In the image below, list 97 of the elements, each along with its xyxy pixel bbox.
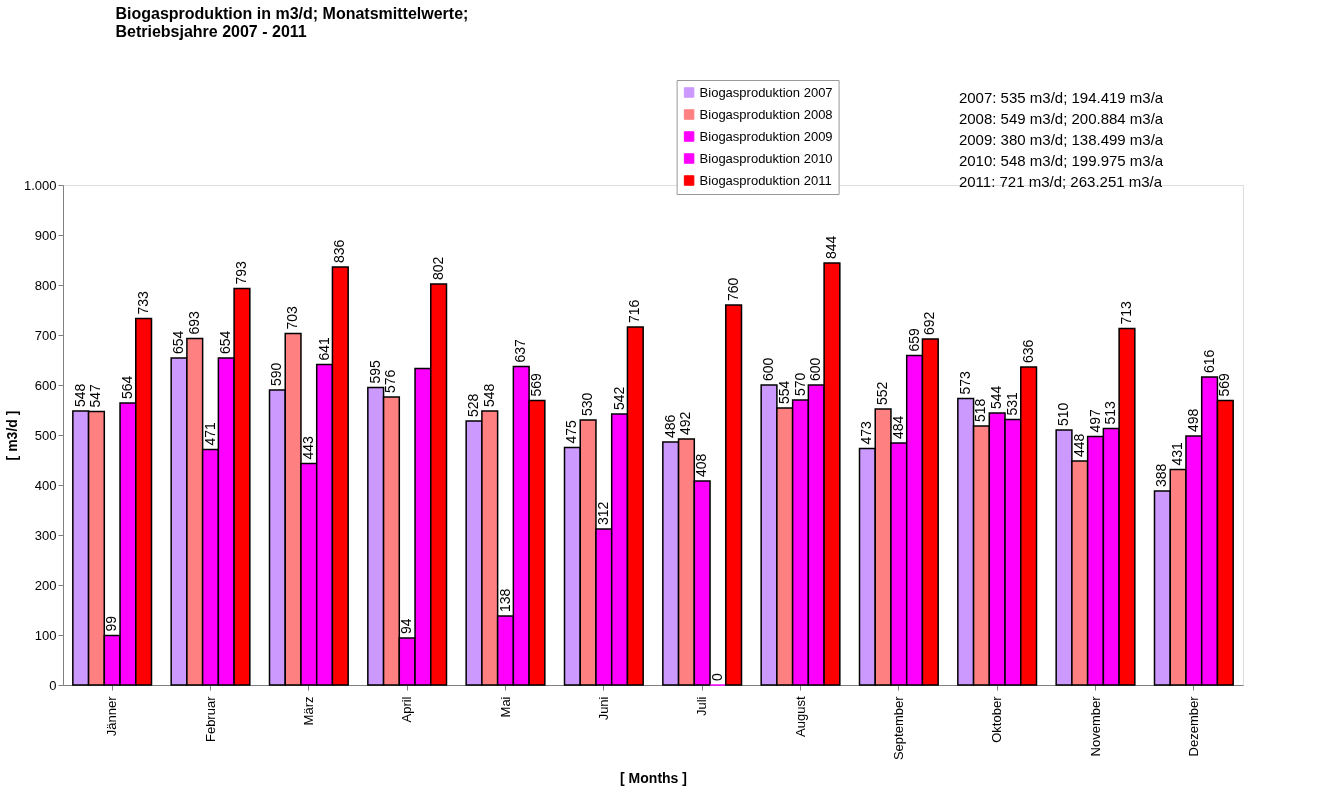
y-tick-label: 800 xyxy=(34,277,57,293)
data-label: 99 xyxy=(103,615,120,632)
data-label: 312 xyxy=(594,501,611,525)
data-label: 544 xyxy=(988,385,1005,409)
data-label: 138 xyxy=(496,588,513,612)
y-tick-label: 200 xyxy=(34,577,57,593)
data-label: 637 xyxy=(512,338,529,363)
legend-label: Biogasproduktion 2007 xyxy=(699,84,833,100)
data-label: 528 xyxy=(465,393,482,417)
data-label: 431 xyxy=(1169,441,1186,466)
data-label: 569 xyxy=(527,372,544,397)
y-tick-label: 500 xyxy=(34,427,57,443)
x-tick-label: Dezember xyxy=(1185,695,1201,757)
data-label: 547 xyxy=(87,383,104,408)
data-label: 475 xyxy=(563,419,580,444)
data-label: 654 xyxy=(217,330,234,354)
legend-label: Biogasproduktion 2008 xyxy=(699,106,833,122)
x-tick-label: August xyxy=(792,696,808,737)
data-label: 802 xyxy=(429,256,446,280)
data-label: 443 xyxy=(299,435,316,460)
x-tick-label: April xyxy=(399,696,415,723)
data-label: 570 xyxy=(791,372,808,396)
x-tick-label: Juli xyxy=(694,696,710,717)
data-label: 573 xyxy=(956,370,973,395)
data-label: 497 xyxy=(1086,408,1103,433)
y-tick-label: 600 xyxy=(34,377,57,393)
data-label: 844 xyxy=(822,235,839,259)
data-label: 554 xyxy=(775,380,792,404)
x-axis-title: [ Months ] xyxy=(620,770,687,787)
data-label: 636 xyxy=(1019,339,1036,363)
y-tick-label: 100 xyxy=(34,627,57,643)
data-label: 600 xyxy=(807,357,824,381)
data-label: 94 xyxy=(398,618,415,634)
data-label: 473 xyxy=(858,420,875,445)
data-label: 448 xyxy=(1070,433,1087,457)
text: 2008: 549 m3/d; 200.884 m3/a xyxy=(958,110,1164,127)
legend-label: Biogasproduktion 2010 xyxy=(699,150,833,166)
data-label: 692 xyxy=(921,311,938,335)
annotation: 2011: 721 m3/d; 263.251 m3/a xyxy=(958,173,1163,190)
data-label: 564 xyxy=(118,375,135,399)
data-label: 760 xyxy=(724,277,741,301)
y-tick-label: 700 xyxy=(34,327,57,343)
bar xyxy=(725,304,743,686)
data-label: 576 xyxy=(382,369,399,393)
data-label: 0 xyxy=(708,673,725,681)
data-label: 716 xyxy=(626,299,643,323)
y-tick-label: 1.000 xyxy=(23,177,57,193)
data-label: 471 xyxy=(201,421,218,446)
data-label: 484 xyxy=(889,415,906,439)
data-label: 518 xyxy=(972,398,989,422)
data-label: 492 xyxy=(677,411,694,435)
y-tick-label: 900 xyxy=(34,227,57,243)
data-label: 713 xyxy=(1117,300,1134,325)
data-label: 703 xyxy=(284,305,301,330)
text: 2007: 535 m3/d; 194.419 m3/a xyxy=(958,89,1164,106)
x-tick-label: März xyxy=(300,696,316,726)
data-label: 654 xyxy=(170,330,187,354)
y-tick-label: 0 xyxy=(49,677,57,693)
data-label: 600 xyxy=(760,357,777,381)
x-tick-label: Juni xyxy=(595,696,611,721)
data-label: 486 xyxy=(661,414,678,438)
data-label: 531 xyxy=(1003,391,1020,416)
x-tick-label: Jänner xyxy=(104,695,120,737)
data-label: 616 xyxy=(1200,349,1217,373)
data-label: 388 xyxy=(1153,463,1170,487)
data-label: 836 xyxy=(331,239,348,263)
data-label: 552 xyxy=(874,381,891,405)
data-label: 641 xyxy=(315,336,332,361)
data-label: 542 xyxy=(610,386,627,410)
data-label: 513 xyxy=(1102,400,1119,425)
x-tick-label: Mai xyxy=(497,696,513,718)
y-tick-label: 400 xyxy=(34,477,57,493)
x-tick-label: November xyxy=(1087,695,1103,757)
text: 2010: 548 m3/d; 199.975 m3/a xyxy=(958,152,1164,169)
data-label: 548 xyxy=(71,383,88,407)
data-label: 693 xyxy=(185,310,202,335)
data-label: 569 xyxy=(1216,372,1233,397)
data-label: 548 xyxy=(480,383,497,407)
legend-label: Biogasproduktion 2009 xyxy=(699,128,833,144)
legend-label: Biogasproduktion 2011 xyxy=(699,172,832,188)
data-label: 498 xyxy=(1184,408,1201,432)
data-label: 595 xyxy=(366,359,383,384)
data-label: 793 xyxy=(232,260,249,285)
text: Biogasproduktion in m3/d; Monatsmittelwerte; xyxy=(115,4,469,22)
data-label: 408 xyxy=(693,453,710,477)
text: Betriebsjahre 2007 - 2011 xyxy=(115,22,307,40)
data-label: 659 xyxy=(905,327,922,352)
y-axis-title: [ m3/d ] xyxy=(3,410,20,461)
y-tick-label: 300 xyxy=(34,527,57,543)
text: 2009: 380 m3/d; 138.499 m3/a xyxy=(958,131,1164,148)
data-label: 510 xyxy=(1055,402,1072,426)
x-tick-label: September xyxy=(890,695,906,761)
x-tick-label: Februar xyxy=(202,695,218,743)
data-label: 733 xyxy=(134,290,151,315)
data-label: 590 xyxy=(268,362,285,386)
x-tick-label: Oktober xyxy=(989,695,1005,743)
data-label: 530 xyxy=(579,392,596,416)
